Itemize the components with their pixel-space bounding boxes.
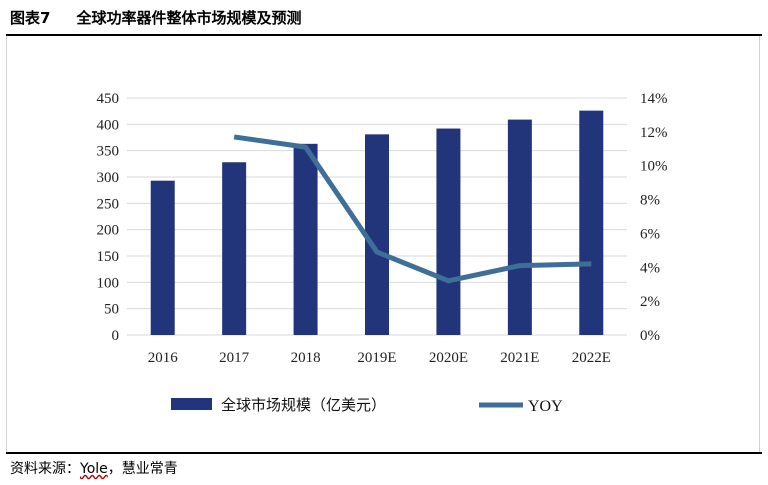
y2-tick-label: 12% — [640, 125, 668, 141]
bar-2021E — [507, 119, 532, 336]
y2-tick-label: 4% — [640, 260, 660, 276]
source-note: 资料来源：Yole，慧业常青 — [10, 458, 178, 480]
bar-2022E — [579, 110, 604, 335]
legend-swatch-bar — [171, 398, 212, 410]
y2-tick-label: 14% — [640, 91, 668, 107]
bar-2016 — [150, 180, 175, 335]
yoy-series-line — [233, 134, 592, 284]
x-tick-label: 2022E — [572, 350, 611, 366]
y-tick-label: 150 — [97, 249, 120, 265]
y-tick-label: 50 — [104, 302, 119, 318]
y2-tick-label: 6% — [640, 226, 660, 242]
bottom-rule — [6, 452, 762, 454]
y-tick-label: 0 — [112, 328, 120, 344]
y2-tick-label: 10% — [640, 159, 668, 175]
gridlines — [127, 97, 627, 336]
y-tick-label: 350 — [97, 144, 120, 160]
y2-tick-label: 0% — [640, 328, 660, 344]
bar-2019E — [365, 134, 389, 335]
figure-title: 图表7 全球功率器件整体市场规模及预测 — [10, 6, 301, 30]
source-suffix: ，慧业常青 — [107, 461, 178, 477]
chart-frame — [6, 36, 760, 452]
y-axis-ticks: 0 50 100 150 200 250 300 350 400 450 — [97, 91, 120, 344]
bar-2018 — [293, 143, 318, 335]
y2-axis-ticks: 0% 2% 4% 6% 8% 10% 12% 14% — [640, 91, 668, 344]
y-tick-label: 400 — [97, 117, 120, 133]
y-tick-label: 250 — [97, 196, 120, 212]
legend: 全球市场规模（亿美元） YOY — [171, 396, 563, 415]
x-tick-label: 2017 — [219, 350, 250, 366]
legend-label-bar: 全球市场规模（亿美元） — [221, 396, 386, 414]
bar-2020E — [436, 128, 461, 335]
y-tick-label: 450 — [97, 91, 120, 107]
figure-title-text: 全球功率器件整体市场规模及预测 — [76, 9, 302, 27]
y-tick-label: 200 — [97, 223, 120, 239]
x-tick-label: 2020E — [429, 350, 468, 366]
top-rule — [6, 34, 762, 36]
y2-tick-label: 2% — [640, 294, 660, 310]
y-tick-label: 300 — [97, 170, 120, 186]
x-tick-label: 2016 — [148, 350, 179, 366]
x-tick-label: 2021E — [500, 350, 539, 366]
legend-label-line: YOY — [528, 398, 563, 415]
x-axis-ticks: 2016 2017 2018 2019E 2020E 2021E 2022E — [148, 350, 611, 366]
y2-tick-label: 8% — [640, 193, 660, 209]
bar-2017 — [222, 162, 247, 335]
figure-number: 图表7 — [10, 9, 51, 27]
source-name: Yole — [80, 461, 108, 477]
x-tick-label: 2019E — [357, 350, 396, 366]
y-tick-label: 100 — [97, 275, 120, 291]
bars — [150, 110, 604, 336]
source-prefix: 资料来源： — [10, 461, 80, 477]
yoy-line — [233, 134, 592, 284]
x-tick-label: 2018 — [291, 350, 321, 366]
